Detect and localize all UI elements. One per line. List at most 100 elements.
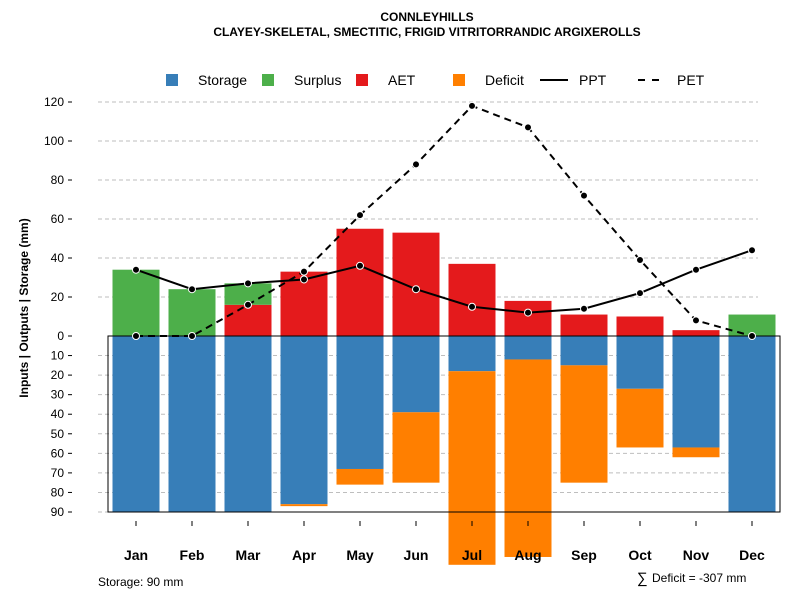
pet-point <box>188 332 196 340</box>
x-tick-label: Dec <box>739 547 765 563</box>
ppt-point <box>244 279 252 288</box>
surplus-bar <box>728 314 776 336</box>
storage-bar <box>224 336 272 512</box>
legend-swatch-surplus <box>262 74 274 86</box>
y-tick-label: 40 <box>51 407 65 421</box>
y-tick-label: 10 <box>51 349 65 363</box>
aet-bar <box>336 228 384 336</box>
deficit-bar <box>392 412 440 483</box>
y-tick-label: 20 <box>51 290 65 304</box>
ppt-point <box>748 246 756 255</box>
legend-label-pet: PET <box>677 72 705 88</box>
y-tick-label: 70 <box>51 466 65 480</box>
storage-bar <box>336 336 384 469</box>
legend-label-storage: Storage <box>198 72 247 88</box>
storage-bar <box>280 336 328 505</box>
pet-point <box>132 332 140 340</box>
deficit-footnote: Deficit = -307 mm <box>652 571 746 585</box>
surplus-bar <box>112 269 160 336</box>
ppt-point <box>692 265 700 274</box>
y-tick-label: 20 <box>51 368 65 382</box>
x-tick-label: Aug <box>514 547 541 563</box>
deficit-bar <box>448 371 496 565</box>
deficit-bar <box>280 504 328 507</box>
y-tick-label: 30 <box>51 388 65 402</box>
deficit-bar <box>336 468 384 485</box>
aet-bar <box>560 314 608 336</box>
x-tick-label: Feb <box>180 547 205 563</box>
deficit-bar <box>616 388 664 448</box>
storage-bar <box>168 336 216 512</box>
surplus-bar <box>168 289 216 336</box>
ppt-point <box>188 285 196 294</box>
aet-bar <box>672 330 720 336</box>
y-tick-label: 60 <box>51 212 65 226</box>
x-tick-label: Jun <box>404 547 429 563</box>
aet-bar <box>392 232 440 336</box>
chart-title: CONNLEYHILLS <box>380 10 473 24</box>
pet-line <box>136 104 753 337</box>
storage-bar <box>560 336 608 366</box>
y-tick-label: 100 <box>44 134 64 148</box>
x-tick-label: Jul <box>462 547 482 563</box>
y-tick-label: 0 <box>57 329 64 343</box>
pet-point <box>412 160 420 169</box>
pet-point <box>300 267 308 276</box>
legend-label-deficit: Deficit <box>485 72 524 88</box>
storage-bar <box>112 336 160 512</box>
pet-point <box>748 332 756 340</box>
storage-bar <box>392 336 440 413</box>
y-tick-label: 80 <box>51 485 65 499</box>
pet-point <box>356 211 364 220</box>
ppt-point <box>468 302 476 311</box>
pet-point <box>580 191 588 200</box>
legend-swatch-aet <box>356 74 368 86</box>
ppt-point <box>636 289 644 298</box>
chart-subtitle: CLAYEY-SKELETAL, SMECTITIC, FRIGID VITRI… <box>213 25 640 39</box>
x-tick-label: Mar <box>236 547 261 563</box>
x-tick-label: May <box>346 547 373 563</box>
pet-point <box>636 255 644 264</box>
ppt-point <box>132 265 140 274</box>
ppt-point <box>300 275 308 284</box>
ppt-point <box>412 285 420 294</box>
legend: Storage Surplus AET Deficit PPT PET <box>166 72 705 88</box>
pet-point <box>692 316 700 325</box>
y-axis-label: Inputs | Outputs | Storage (mm) <box>17 218 31 397</box>
deficit-bar <box>560 365 608 483</box>
ppt-point <box>356 261 364 270</box>
storage-bar <box>504 336 552 360</box>
storage-bar <box>728 336 776 512</box>
x-tick-label: Oct <box>628 547 652 563</box>
aet-bar <box>224 304 272 336</box>
pet-point <box>524 123 532 132</box>
y-tick-label: 40 <box>51 251 65 265</box>
legend-label-aet: AET <box>388 72 416 88</box>
ppt-point <box>524 308 532 317</box>
aet-bar <box>448 263 496 336</box>
surplus-bar <box>224 283 272 305</box>
legend-swatch-storage <box>166 74 178 86</box>
x-tick-label: Nov <box>683 547 710 563</box>
y-tick-label: 60 <box>51 446 65 460</box>
x-tick-label: Sep <box>571 547 597 563</box>
deficit-sum-symbol: ∑ <box>637 570 648 587</box>
ppt-line <box>135 249 753 314</box>
x-tick-label: Jan <box>124 547 148 563</box>
x-tick-label: Apr <box>292 547 317 563</box>
storage-footnote: Storage: 90 mm <box>98 575 183 589</box>
legend-swatch-deficit <box>453 74 465 86</box>
ppt-point <box>580 304 588 313</box>
aet-bar <box>616 316 664 336</box>
pet-point <box>244 300 252 309</box>
deficit-bar <box>504 359 552 557</box>
storage-bar <box>616 336 664 389</box>
aet-bar <box>504 300 552 336</box>
y-tick-label: 90 <box>51 505 65 519</box>
storage-bar <box>448 336 496 372</box>
legend-label-ppt: PPT <box>579 72 607 88</box>
deficit-bar <box>672 447 720 458</box>
legend-label-surplus: Surplus <box>294 72 341 88</box>
